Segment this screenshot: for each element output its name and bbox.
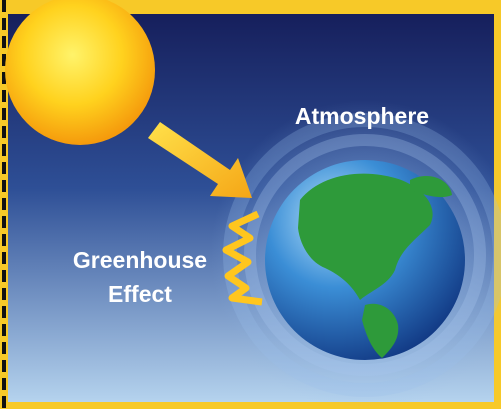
label-atmosphere: Atmosphere <box>295 103 429 129</box>
label-greenhouse: Greenhouse <box>73 247 207 273</box>
sun <box>5 0 155 145</box>
diagram: Atmosphere Greenhouse Effect <box>0 0 501 409</box>
label-greenhouse: Effect <box>108 281 172 307</box>
